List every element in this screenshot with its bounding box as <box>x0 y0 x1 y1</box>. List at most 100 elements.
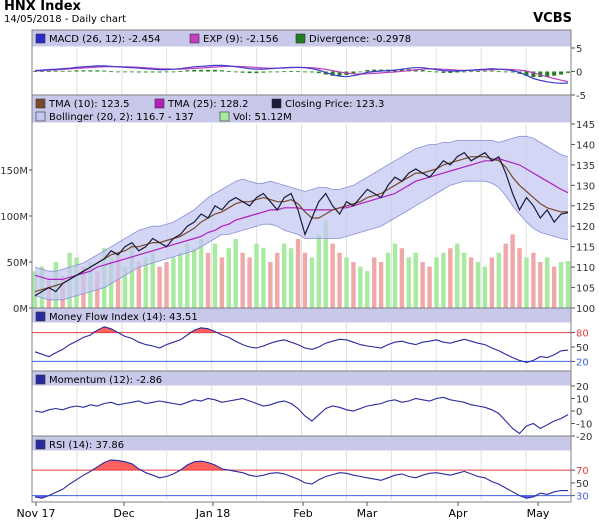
vol-tick-label: 150M <box>0 166 28 177</box>
y-tick-label: 50 <box>576 479 589 490</box>
y-tick-label: 120 <box>576 222 595 233</box>
rsi-panel-legend-bar <box>32 436 571 451</box>
volume-bar <box>281 243 287 308</box>
x-tick-label: May <box>527 507 550 520</box>
bollinger-upper <box>34 135 569 272</box>
y-tick-label: 50 <box>576 343 589 354</box>
vol-tick-label: 0M <box>13 304 28 315</box>
divergence-bar <box>559 71 564 75</box>
tma25-line <box>34 158 569 280</box>
volume-bar <box>129 243 135 308</box>
volume-bar <box>413 252 418 308</box>
divergence-bar <box>455 71 460 73</box>
x-tick-label: Feb <box>293 507 312 520</box>
divergence-bar <box>171 71 176 73</box>
y-tick-label: 0 <box>576 407 582 418</box>
legend-swatch <box>295 33 306 44</box>
volume-bar <box>198 239 204 308</box>
y-tick-label: 70 <box>576 466 589 477</box>
volume-bar <box>385 252 391 308</box>
volume-bar <box>351 262 356 308</box>
price-panel-legend-bar <box>32 95 571 123</box>
y-tick-label: 10 <box>576 395 589 406</box>
x-tick-label: Jan 18 <box>195 507 230 520</box>
volume-bar <box>192 248 197 308</box>
volume-bar <box>558 262 564 308</box>
x-tick-label: Dec <box>113 507 134 520</box>
volume-bar <box>482 266 488 308</box>
brand-label: VCBS <box>533 11 572 26</box>
divergence-bar <box>469 71 474 73</box>
bollinger-band <box>35 136 568 300</box>
legend-swatch <box>35 374 46 385</box>
divergence-bar <box>60 70 65 72</box>
mfi-panel-line <box>34 326 569 363</box>
rsi-panel-line <box>34 459 569 499</box>
divergence-bar <box>254 71 259 74</box>
x-tick-label: Nov 17 <box>17 507 56 520</box>
volume-bar <box>157 266 162 308</box>
macd-line <box>34 64 569 84</box>
y-tick-label: 5 <box>576 44 582 55</box>
y-tick-label: 80 <box>576 329 589 340</box>
bollinger-lower <box>34 180 569 301</box>
divergence-bar <box>482 70 487 72</box>
volume-bar <box>226 248 232 308</box>
legend-swatch <box>154 98 165 109</box>
divergence-bar <box>399 69 404 72</box>
volume-bar <box>427 266 432 308</box>
volume-bar <box>489 257 495 308</box>
legend-entry: RSI (14): 37.86 <box>49 440 124 451</box>
divergence-bar <box>420 70 425 72</box>
divergence-bar <box>81 70 86 72</box>
divergence-bar <box>261 71 266 73</box>
divergence-bar <box>233 71 238 73</box>
legend-swatch <box>35 33 46 44</box>
volume-bar <box>219 257 225 308</box>
volume-bar <box>344 257 349 308</box>
volume-bar <box>254 243 259 308</box>
volume-bar <box>503 243 508 308</box>
volume-bar <box>268 262 273 308</box>
y-tick-label: 125 <box>576 202 595 213</box>
y-tick-label: 130 <box>576 181 595 192</box>
volume-bar <box>565 261 571 308</box>
divergence-bar <box>102 70 107 72</box>
divergence-bar <box>316 71 321 74</box>
legend-swatch <box>219 111 230 122</box>
volume-bar <box>448 248 453 308</box>
closing-price-line <box>34 151 569 297</box>
chart-title: HNX Index <box>4 0 81 14</box>
divergence-bar <box>282 71 287 73</box>
volume-bar <box>288 248 294 308</box>
y-tick-label: -20 <box>576 432 592 443</box>
volume-bar <box>510 234 515 308</box>
divergence-bar <box>302 71 307 73</box>
volume-bar <box>455 243 460 308</box>
volume-bar <box>150 252 155 308</box>
divergence-bar <box>33 71 37 72</box>
legend-swatch <box>189 33 200 44</box>
divergence-bar <box>157 71 162 73</box>
volume-bar <box>261 248 266 308</box>
volume-bar <box>441 252 446 308</box>
divergence-bar <box>109 71 114 73</box>
legend-swatch <box>35 98 46 109</box>
legend-entry: TMA (25): 128.2 <box>167 99 248 110</box>
divergence-bar <box>240 71 245 73</box>
volume-bar <box>205 252 211 308</box>
volume-bar <box>531 252 536 308</box>
y-tick-label: 140 <box>576 140 595 151</box>
volume-bar <box>295 239 301 308</box>
y-tick-label: -5 <box>576 91 586 102</box>
legend-entry: TMA (10): 123.5 <box>48 99 129 110</box>
volume-bar <box>551 266 557 308</box>
divergence-bar <box>129 71 134 73</box>
legend-entry: EXP (9): -2.156 <box>203 34 278 45</box>
volume-bar <box>275 252 280 308</box>
divergence-bar <box>268 71 273 73</box>
volume-bar <box>247 257 252 308</box>
divergence-bar <box>496 71 501 73</box>
legend-entry: Divergence: -0.2978 <box>309 34 411 45</box>
